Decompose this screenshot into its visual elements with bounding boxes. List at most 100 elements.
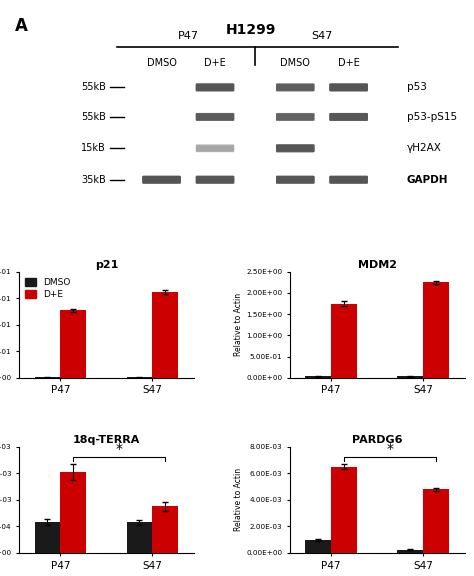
Bar [35, 522, 60, 553]
FancyBboxPatch shape [196, 176, 234, 184]
FancyBboxPatch shape [329, 176, 368, 183]
Y-axis label: Relative to Actin: Relative to Actin [234, 293, 243, 357]
Text: p53-pS15: p53-pS15 [407, 112, 457, 122]
Bar [397, 376, 423, 378]
FancyBboxPatch shape [276, 145, 314, 152]
FancyBboxPatch shape [196, 177, 234, 183]
FancyBboxPatch shape [329, 84, 368, 92]
Bar [60, 310, 86, 378]
FancyBboxPatch shape [196, 145, 234, 152]
FancyBboxPatch shape [142, 176, 181, 184]
Text: p53: p53 [407, 82, 427, 92]
FancyBboxPatch shape [196, 84, 234, 92]
FancyBboxPatch shape [142, 176, 181, 183]
FancyBboxPatch shape [276, 176, 314, 184]
FancyBboxPatch shape [276, 113, 314, 120]
FancyBboxPatch shape [196, 113, 234, 120]
FancyBboxPatch shape [276, 177, 314, 183]
Bar [331, 304, 357, 378]
Text: GAPDH: GAPDH [407, 175, 448, 185]
FancyBboxPatch shape [329, 114, 368, 120]
FancyBboxPatch shape [196, 145, 234, 152]
Text: 15kB: 15kB [81, 143, 106, 153]
FancyBboxPatch shape [142, 177, 181, 183]
FancyBboxPatch shape [329, 113, 368, 120]
Bar [127, 377, 152, 378]
FancyBboxPatch shape [276, 84, 314, 90]
FancyBboxPatch shape [276, 176, 314, 184]
Text: 55kB: 55kB [81, 82, 106, 92]
Text: *: * [386, 442, 393, 457]
Title: 18q-TERRA: 18q-TERRA [73, 435, 140, 445]
FancyBboxPatch shape [276, 145, 314, 152]
Bar [423, 489, 449, 553]
FancyBboxPatch shape [276, 114, 314, 120]
FancyBboxPatch shape [276, 84, 314, 91]
FancyBboxPatch shape [196, 145, 234, 152]
FancyBboxPatch shape [329, 176, 368, 183]
FancyBboxPatch shape [196, 145, 234, 151]
Text: DMSO: DMSO [146, 58, 176, 68]
FancyBboxPatch shape [329, 113, 368, 121]
FancyBboxPatch shape [329, 113, 368, 120]
Text: D+E: D+E [338, 58, 360, 68]
FancyBboxPatch shape [196, 84, 234, 90]
Y-axis label: Relative to Actin: Relative to Actin [234, 468, 243, 532]
FancyBboxPatch shape [196, 84, 234, 91]
FancyBboxPatch shape [276, 145, 314, 151]
FancyBboxPatch shape [276, 84, 314, 90]
FancyBboxPatch shape [196, 176, 234, 183]
FancyBboxPatch shape [329, 114, 368, 120]
FancyBboxPatch shape [142, 176, 181, 183]
Text: S47: S47 [311, 31, 333, 41]
Text: 35kB: 35kB [81, 175, 106, 185]
FancyBboxPatch shape [276, 177, 314, 183]
FancyBboxPatch shape [196, 114, 234, 120]
FancyBboxPatch shape [329, 84, 368, 90]
FancyBboxPatch shape [329, 84, 368, 90]
FancyBboxPatch shape [196, 113, 234, 121]
Text: *: * [116, 442, 123, 457]
Bar [423, 282, 449, 378]
FancyBboxPatch shape [329, 113, 368, 121]
Bar [152, 506, 178, 553]
FancyBboxPatch shape [329, 84, 368, 91]
FancyBboxPatch shape [196, 177, 234, 183]
FancyBboxPatch shape [329, 84, 368, 92]
FancyBboxPatch shape [276, 145, 314, 152]
Title: MDM2: MDM2 [358, 260, 397, 270]
FancyBboxPatch shape [196, 176, 234, 184]
FancyBboxPatch shape [276, 113, 314, 121]
Text: D+E: D+E [204, 58, 226, 68]
FancyBboxPatch shape [196, 176, 234, 183]
FancyBboxPatch shape [276, 176, 314, 183]
Bar [305, 540, 331, 553]
Title: PARDG6: PARDG6 [352, 435, 402, 445]
FancyBboxPatch shape [196, 113, 234, 121]
FancyBboxPatch shape [276, 176, 314, 183]
FancyBboxPatch shape [329, 177, 368, 183]
Text: 55kB: 55kB [81, 112, 106, 122]
FancyBboxPatch shape [276, 145, 314, 151]
Bar [127, 522, 152, 553]
Text: γH2AX: γH2AX [407, 143, 441, 153]
FancyBboxPatch shape [276, 84, 314, 92]
FancyBboxPatch shape [329, 177, 368, 183]
FancyBboxPatch shape [276, 145, 314, 152]
FancyBboxPatch shape [142, 176, 181, 184]
FancyBboxPatch shape [276, 84, 314, 92]
Text: P47: P47 [178, 31, 199, 41]
Legend: DMSO, D+E: DMSO, D+E [24, 276, 73, 301]
Bar [397, 550, 423, 553]
Text: A: A [15, 17, 27, 35]
FancyBboxPatch shape [276, 113, 314, 120]
FancyBboxPatch shape [329, 176, 368, 184]
FancyBboxPatch shape [329, 176, 368, 184]
FancyBboxPatch shape [196, 145, 234, 152]
FancyBboxPatch shape [196, 84, 234, 91]
Bar [60, 472, 86, 553]
FancyBboxPatch shape [196, 84, 234, 90]
Bar [35, 377, 60, 378]
FancyBboxPatch shape [276, 113, 314, 121]
Bar [152, 291, 178, 378]
